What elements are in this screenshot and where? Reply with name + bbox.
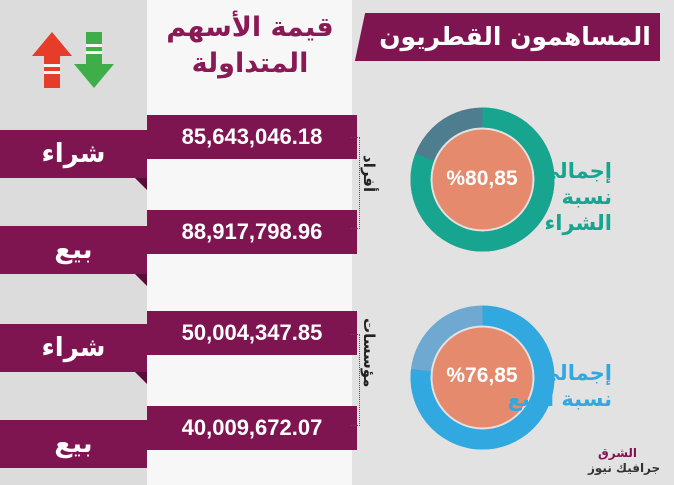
action-row-4: بيع: [0, 420, 147, 468]
value-row-2: 88,917,798.96: [147, 210, 357, 254]
ring-value-arc: [410, 305, 555, 450]
logo-line1: الشرق: [598, 446, 638, 460]
buy-ratio-label: إجمالي نسبة الشراء: [502, 158, 612, 236]
value-row-4: 40,009,672.07: [147, 406, 357, 450]
buy-ratio-ring: [410, 107, 555, 252]
row-notch: [135, 274, 147, 286]
value-header-line2: المتداولة: [191, 48, 309, 79]
sell-ratio-label: إجمالي نسبة البيع: [502, 360, 612, 412]
ring-center: [432, 129, 533, 230]
buy-ratio-percent: %80,85: [446, 167, 518, 190]
action-row-2: بيع: [0, 226, 147, 274]
row-notch: [135, 178, 147, 190]
institutions-bracket: [351, 334, 360, 426]
logo-line2: جرافيك نيوز: [588, 461, 661, 475]
value-header: قيمة الأسهم المتداولة: [150, 10, 350, 82]
value-row-3: 50,004,347.85: [147, 311, 357, 355]
sell-ratio-label-line2: نسبة البيع: [507, 387, 612, 411]
action-row-1: شراء: [0, 130, 147, 178]
buy-ratio-label-line1: إجمالي: [538, 159, 612, 183]
individuals-label: أفراد: [360, 155, 378, 193]
sell-ratio-label-line1: إجمالي: [538, 361, 612, 385]
arrow-up-icon: [32, 32, 72, 88]
sell-ratio-percent: %76,85: [446, 364, 518, 387]
sell-ratio-ring: [410, 305, 555, 450]
value-header-line1: قيمة الأسهم: [166, 12, 334, 43]
individuals-bracket: [351, 137, 360, 229]
arrow-down-icon: [74, 32, 114, 88]
up-down-arrows-icon: [32, 32, 114, 88]
row-notch: [135, 372, 147, 384]
value-row-1: 85,643,046.18: [147, 115, 357, 159]
ring-value-arc: [410, 107, 555, 252]
action-row-3: شراء: [0, 324, 147, 372]
institutions-label: مؤسسات: [360, 318, 378, 388]
buy-ratio-label-line2: نسبة الشراء: [544, 185, 612, 235]
ring-center: [432, 327, 533, 428]
page-title: المساهمون القطريون: [370, 13, 660, 61]
page-title-text: المساهمون القطريون: [379, 22, 651, 51]
